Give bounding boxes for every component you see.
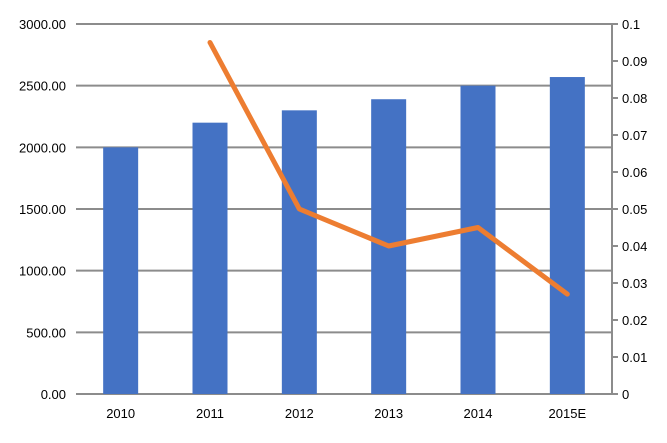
x-tick-label: 2014 [464, 406, 493, 421]
left-tick-label: 2000.00 [19, 140, 66, 155]
right-tick-label: 0.07 [622, 128, 647, 143]
bar-2011 [193, 123, 228, 394]
left-tick-label: 500.00 [26, 325, 66, 340]
left-tick-label: 3000.00 [19, 17, 66, 32]
right-tick-label: 0.06 [622, 165, 647, 180]
x-tick-label: 2012 [285, 406, 314, 421]
right-tick-label: 0.1 [622, 17, 640, 32]
bar-2014 [461, 86, 496, 394]
right-tick-label: 0.04 [622, 239, 647, 254]
gridlines [76, 24, 612, 394]
right-axis: 0 0.01 0.02 0.03 0.04 0.05 0.06 0.07 0.08 0.09 0.1 [612, 17, 647, 402]
x-tick-label: 2011 [196, 406, 224, 421]
left-tick-label: 2500.00 [19, 79, 66, 94]
left-tick-label: 1500.00 [19, 202, 66, 217]
x-tick-label: 2013 [374, 406, 403, 421]
left-axis: 0.00 500.00 1000.00 1500.00 2000.00 2500.00 30… [19, 17, 66, 402]
x-tick-label: 2010 [106, 406, 135, 421]
bar-2012 [282, 110, 317, 394]
right-tick-label: 0.05 [622, 202, 647, 217]
bar-series [103, 77, 585, 394]
left-tick-label: 1000.00 [19, 264, 66, 279]
right-tick-label: 0.09 [622, 54, 647, 69]
bar-2015E [550, 77, 585, 394]
right-tick-label: 0.03 [622, 276, 647, 291]
right-tick-label: 0.02 [622, 313, 647, 328]
x-tick-label: 2015E [549, 406, 587, 421]
left-tick-label: 0.00 [41, 387, 66, 402]
right-tick-label: 0.01 [622, 350, 647, 365]
right-tick-label: 0 [622, 387, 629, 402]
bar-2010 [103, 147, 138, 394]
x-axis: 2010 2011 2012 2013 2014 2015E [106, 406, 586, 421]
right-tick-label: 0.08 [622, 91, 647, 106]
